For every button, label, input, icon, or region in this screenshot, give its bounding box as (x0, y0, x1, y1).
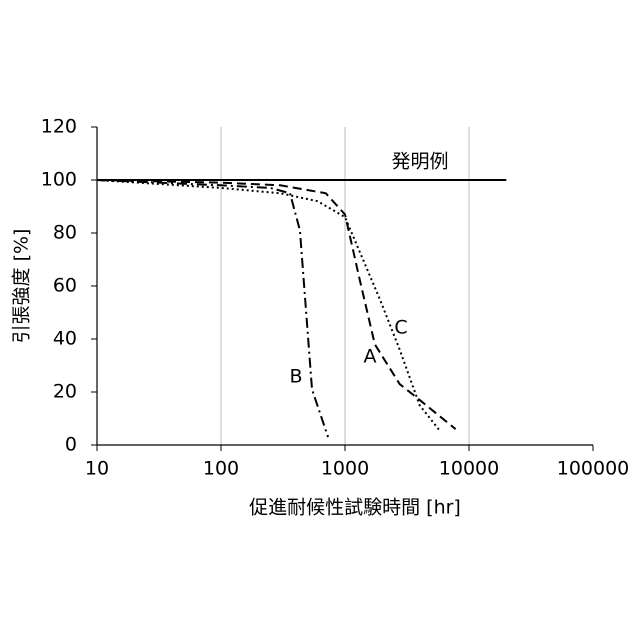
y-tick-label: 0 (65, 434, 77, 456)
x-axis-label: 促進耐候性試験時間 [hr] (249, 497, 461, 519)
x-tick-label: 100 (203, 458, 239, 480)
x-tick-label: 10000 (439, 458, 499, 480)
y-tick-label: 60 (53, 275, 77, 297)
x-tick-label: 10 (85, 458, 109, 480)
series-label: C (394, 317, 407, 339)
background (0, 0, 640, 640)
y-tick-label: 40 (53, 328, 77, 350)
y-tick-label: 20 (53, 381, 77, 403)
series-label: B (289, 366, 302, 388)
y-tick-label: 80 (53, 222, 77, 244)
y-tick-label: 120 (41, 116, 77, 138)
y-axis-label: 引張強度 [%] (11, 229, 33, 344)
x-tick-label: 1000 (321, 458, 369, 480)
x-tick-label: 100000 (557, 458, 630, 480)
series-label: 発明例 (391, 151, 448, 173)
chart: 促進耐候性試験時間 [hr] 引張強度 [%] 1010010001000010… (0, 0, 640, 640)
series-label: A (364, 346, 377, 368)
y-tick-label: 100 (41, 169, 77, 191)
